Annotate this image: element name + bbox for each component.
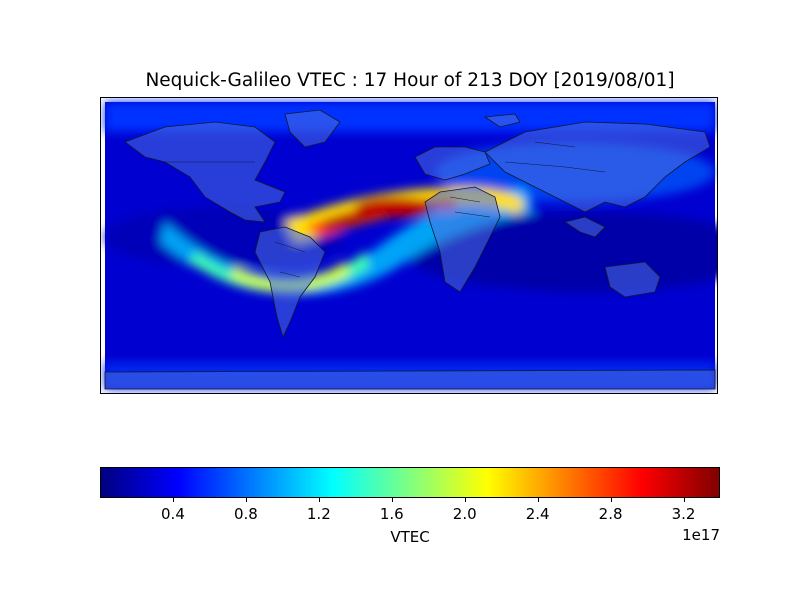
colorbar	[100, 467, 720, 498]
vtec-map	[100, 97, 718, 394]
colorbar-tick-label: 1.2	[306, 505, 331, 523]
colorbar-tick	[537, 497, 539, 502]
colorbar-label: VTEC	[390, 528, 430, 546]
colorbar-tick	[391, 497, 393, 502]
colorbar-tick-label: 1.6	[379, 505, 404, 523]
colorbar-tick-label: 2.4	[525, 505, 550, 523]
country-borders	[165, 141, 606, 278]
colorbar-tick	[318, 497, 320, 502]
colorbar-tick-label: 0.8	[233, 505, 258, 523]
colorbar-tick-label: 2.8	[598, 505, 623, 523]
colorbar-exponent: 1e17	[682, 526, 720, 544]
colorbar-tick	[464, 497, 466, 502]
colorbar-tick	[245, 497, 247, 502]
vtec-map-canvas	[104, 102, 717, 390]
colorbar-tick	[172, 497, 174, 502]
colorbar-tick	[610, 497, 612, 502]
coastlines	[104, 109, 716, 390]
colorbar-tick-label: 3.2	[671, 505, 696, 523]
colorbar-tick-label: 2.0	[452, 505, 477, 523]
colorbar-tick-label: 0.4	[161, 505, 185, 523]
colorbar-tick	[683, 497, 685, 502]
map-title: Nequick-Galileo VTEC : 17 Hour of 213 DO…	[145, 70, 675, 91]
